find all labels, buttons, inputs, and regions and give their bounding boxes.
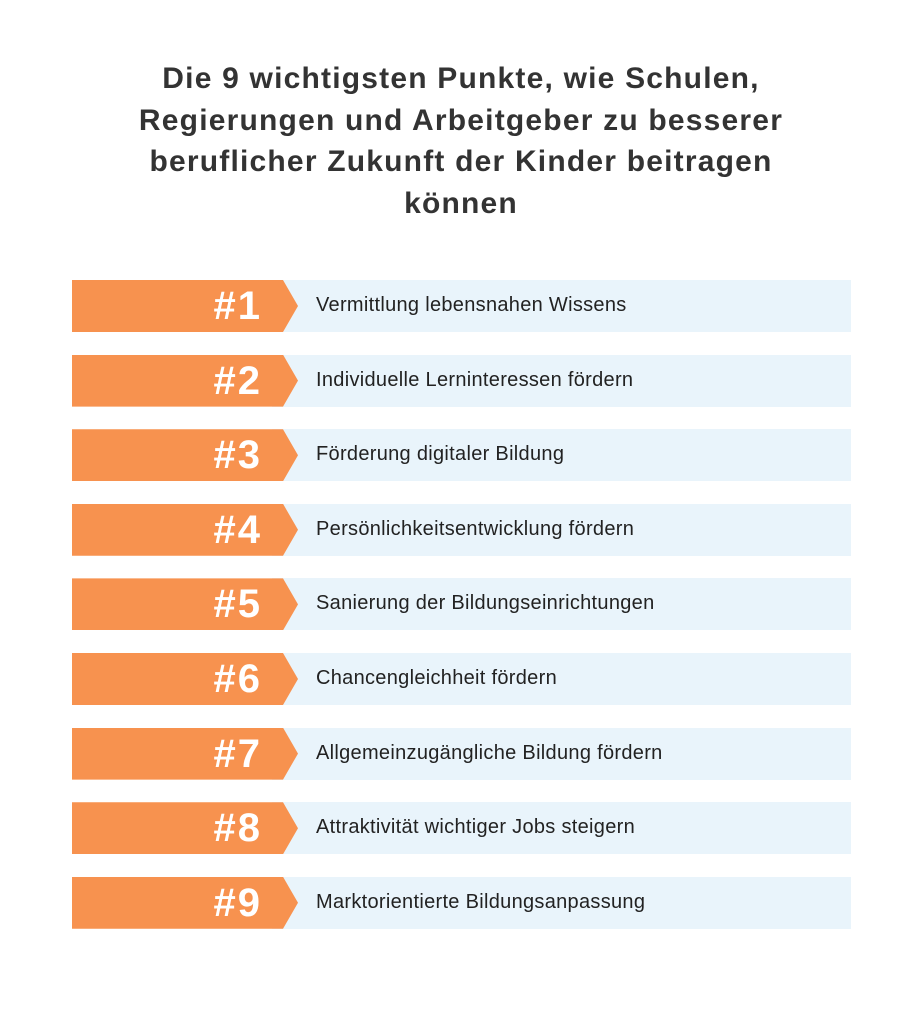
list-item: #5 Sanierung der Bildungseinrichtungen	[72, 578, 851, 631]
list-item: #3 Förderung digitaler Bildung	[72, 429, 851, 482]
item-text: Vermittlung lebensnahen Wissens	[316, 294, 627, 316]
list-item: #2 Individuelle Lerninteressen fördern	[72, 354, 851, 407]
rank-label: #3	[213, 433, 262, 478]
list-item: #8 Attraktivität wichtiger Jobs steigern	[72, 802, 851, 855]
list-item: #7 Allgemeinzugängliche Bildung fördern	[72, 727, 851, 780]
item-background	[272, 653, 851, 705]
rank-badge	[72, 354, 298, 407]
list-item: #4 Persönlichkeitsentwicklung fördern	[72, 503, 851, 556]
item-background	[272, 578, 851, 631]
rank-badge	[72, 503, 298, 556]
rank-badge	[72, 876, 298, 929]
rank-label: #1	[213, 284, 262, 328]
item-background	[272, 727, 851, 780]
item-background	[272, 429, 851, 482]
rank-label: #5	[213, 582, 262, 627]
item-background	[272, 802, 851, 855]
item-text: Chancengleichheit fördern	[316, 667, 557, 689]
item-text: Marktorientierte Bildungsanpassung	[316, 890, 646, 913]
rank-badge	[72, 802, 298, 855]
item-background	[272, 280, 851, 332]
rank-label: #8	[213, 806, 262, 851]
item-text: Allgemeinzugängliche Bildung fördern	[316, 741, 663, 764]
rank-badge	[72, 653, 298, 705]
rank-label: #2	[213, 358, 262, 403]
rank-label: #9	[213, 880, 262, 925]
rank-badge	[72, 727, 298, 780]
item-background	[272, 354, 851, 407]
list-item: #9 Marktorientierte Bildungsanpassung	[72, 876, 851, 929]
rank-label: #6	[213, 657, 262, 701]
item-text: Förderung digitaler Bildung	[316, 443, 565, 466]
item-text: Persönlichkeitsentwicklung fördern	[316, 517, 635, 540]
rank-badge	[72, 578, 298, 631]
item-background	[272, 503, 851, 556]
title: Die 9 wichtigsten Punkte, wie Schulen, R…	[138, 62, 784, 220]
list-item: #1 Vermittlung lebensnahen Wissens	[72, 280, 851, 332]
rank-label: #4	[213, 507, 262, 552]
item-background	[272, 876, 851, 929]
item-text: Attraktivität wichtiger Jobs steigern	[316, 816, 635, 839]
list-item: #6 Chancengleichheit fördern	[72, 653, 851, 705]
rank-badge	[72, 280, 298, 332]
item-text: Individuelle Lerninteressen fördern	[316, 368, 634, 391]
rank-label: #7	[213, 731, 262, 776]
item-text: Sanierung der Bildungseinrichtungen	[316, 592, 655, 615]
rank-badge	[72, 429, 298, 482]
